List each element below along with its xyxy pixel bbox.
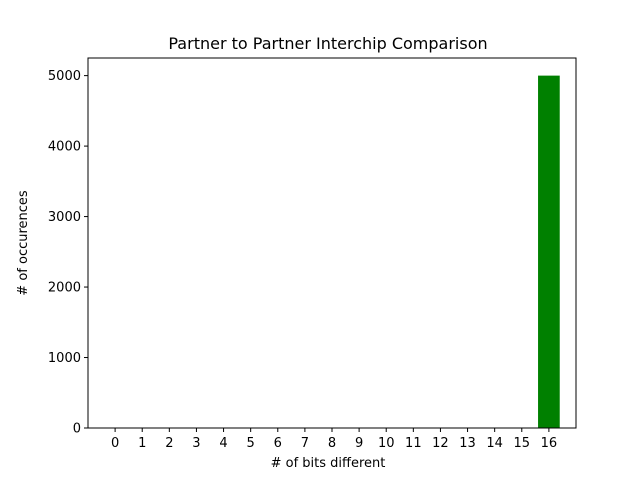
x-tick-label-6: 6 — [274, 436, 282, 451]
y-tick-label-3000: 3000 — [48, 210, 81, 225]
x-tick-label-5: 5 — [247, 436, 255, 451]
x-tick-label-3: 3 — [192, 436, 200, 451]
x-axis-ticks: 0 1 2 3 4 5 6 7 8 9 10 11 12 13 14 15 16 — [111, 428, 557, 451]
x-tick-label-16: 16 — [541, 436, 558, 451]
x-tick-label-12: 12 — [432, 436, 449, 451]
x-tick-label-2: 2 — [165, 436, 173, 451]
y-tick-label-2000: 2000 — [48, 281, 81, 296]
y-tick-label-5000: 5000 — [48, 69, 81, 84]
chart-title: Partner to Partner Interchip Comparison — [168, 34, 487, 53]
x-tick-label-11: 11 — [405, 436, 422, 451]
x-tick-label-14: 14 — [486, 436, 503, 451]
x-axis-label: # of bits different — [271, 456, 386, 471]
x-tick-label-4: 4 — [219, 436, 227, 451]
y-tick-label-4000: 4000 — [48, 140, 81, 155]
x-tick-label-15: 15 — [514, 436, 531, 451]
x-tick-label-7: 7 — [301, 436, 309, 451]
x-tick-label-1: 1 — [138, 436, 146, 451]
x-tick-label-13: 13 — [459, 436, 476, 451]
x-tick-label-8: 8 — [328, 436, 336, 451]
y-axis-ticks: 0 1000 2000 3000 4000 5000 — [48, 69, 88, 437]
x-tick-label-0: 0 — [111, 436, 119, 451]
bars — [538, 75, 560, 428]
y-tick-label-1000: 1000 — [48, 351, 81, 366]
plot-frame — [87, 57, 577, 429]
y-tick-label-0: 0 — [73, 422, 81, 437]
bar-16 — [538, 75, 560, 428]
x-tick-label-10: 10 — [378, 436, 395, 451]
x-tick-label-9: 9 — [355, 436, 363, 451]
y-axis-label: # of occurences — [16, 190, 31, 296]
